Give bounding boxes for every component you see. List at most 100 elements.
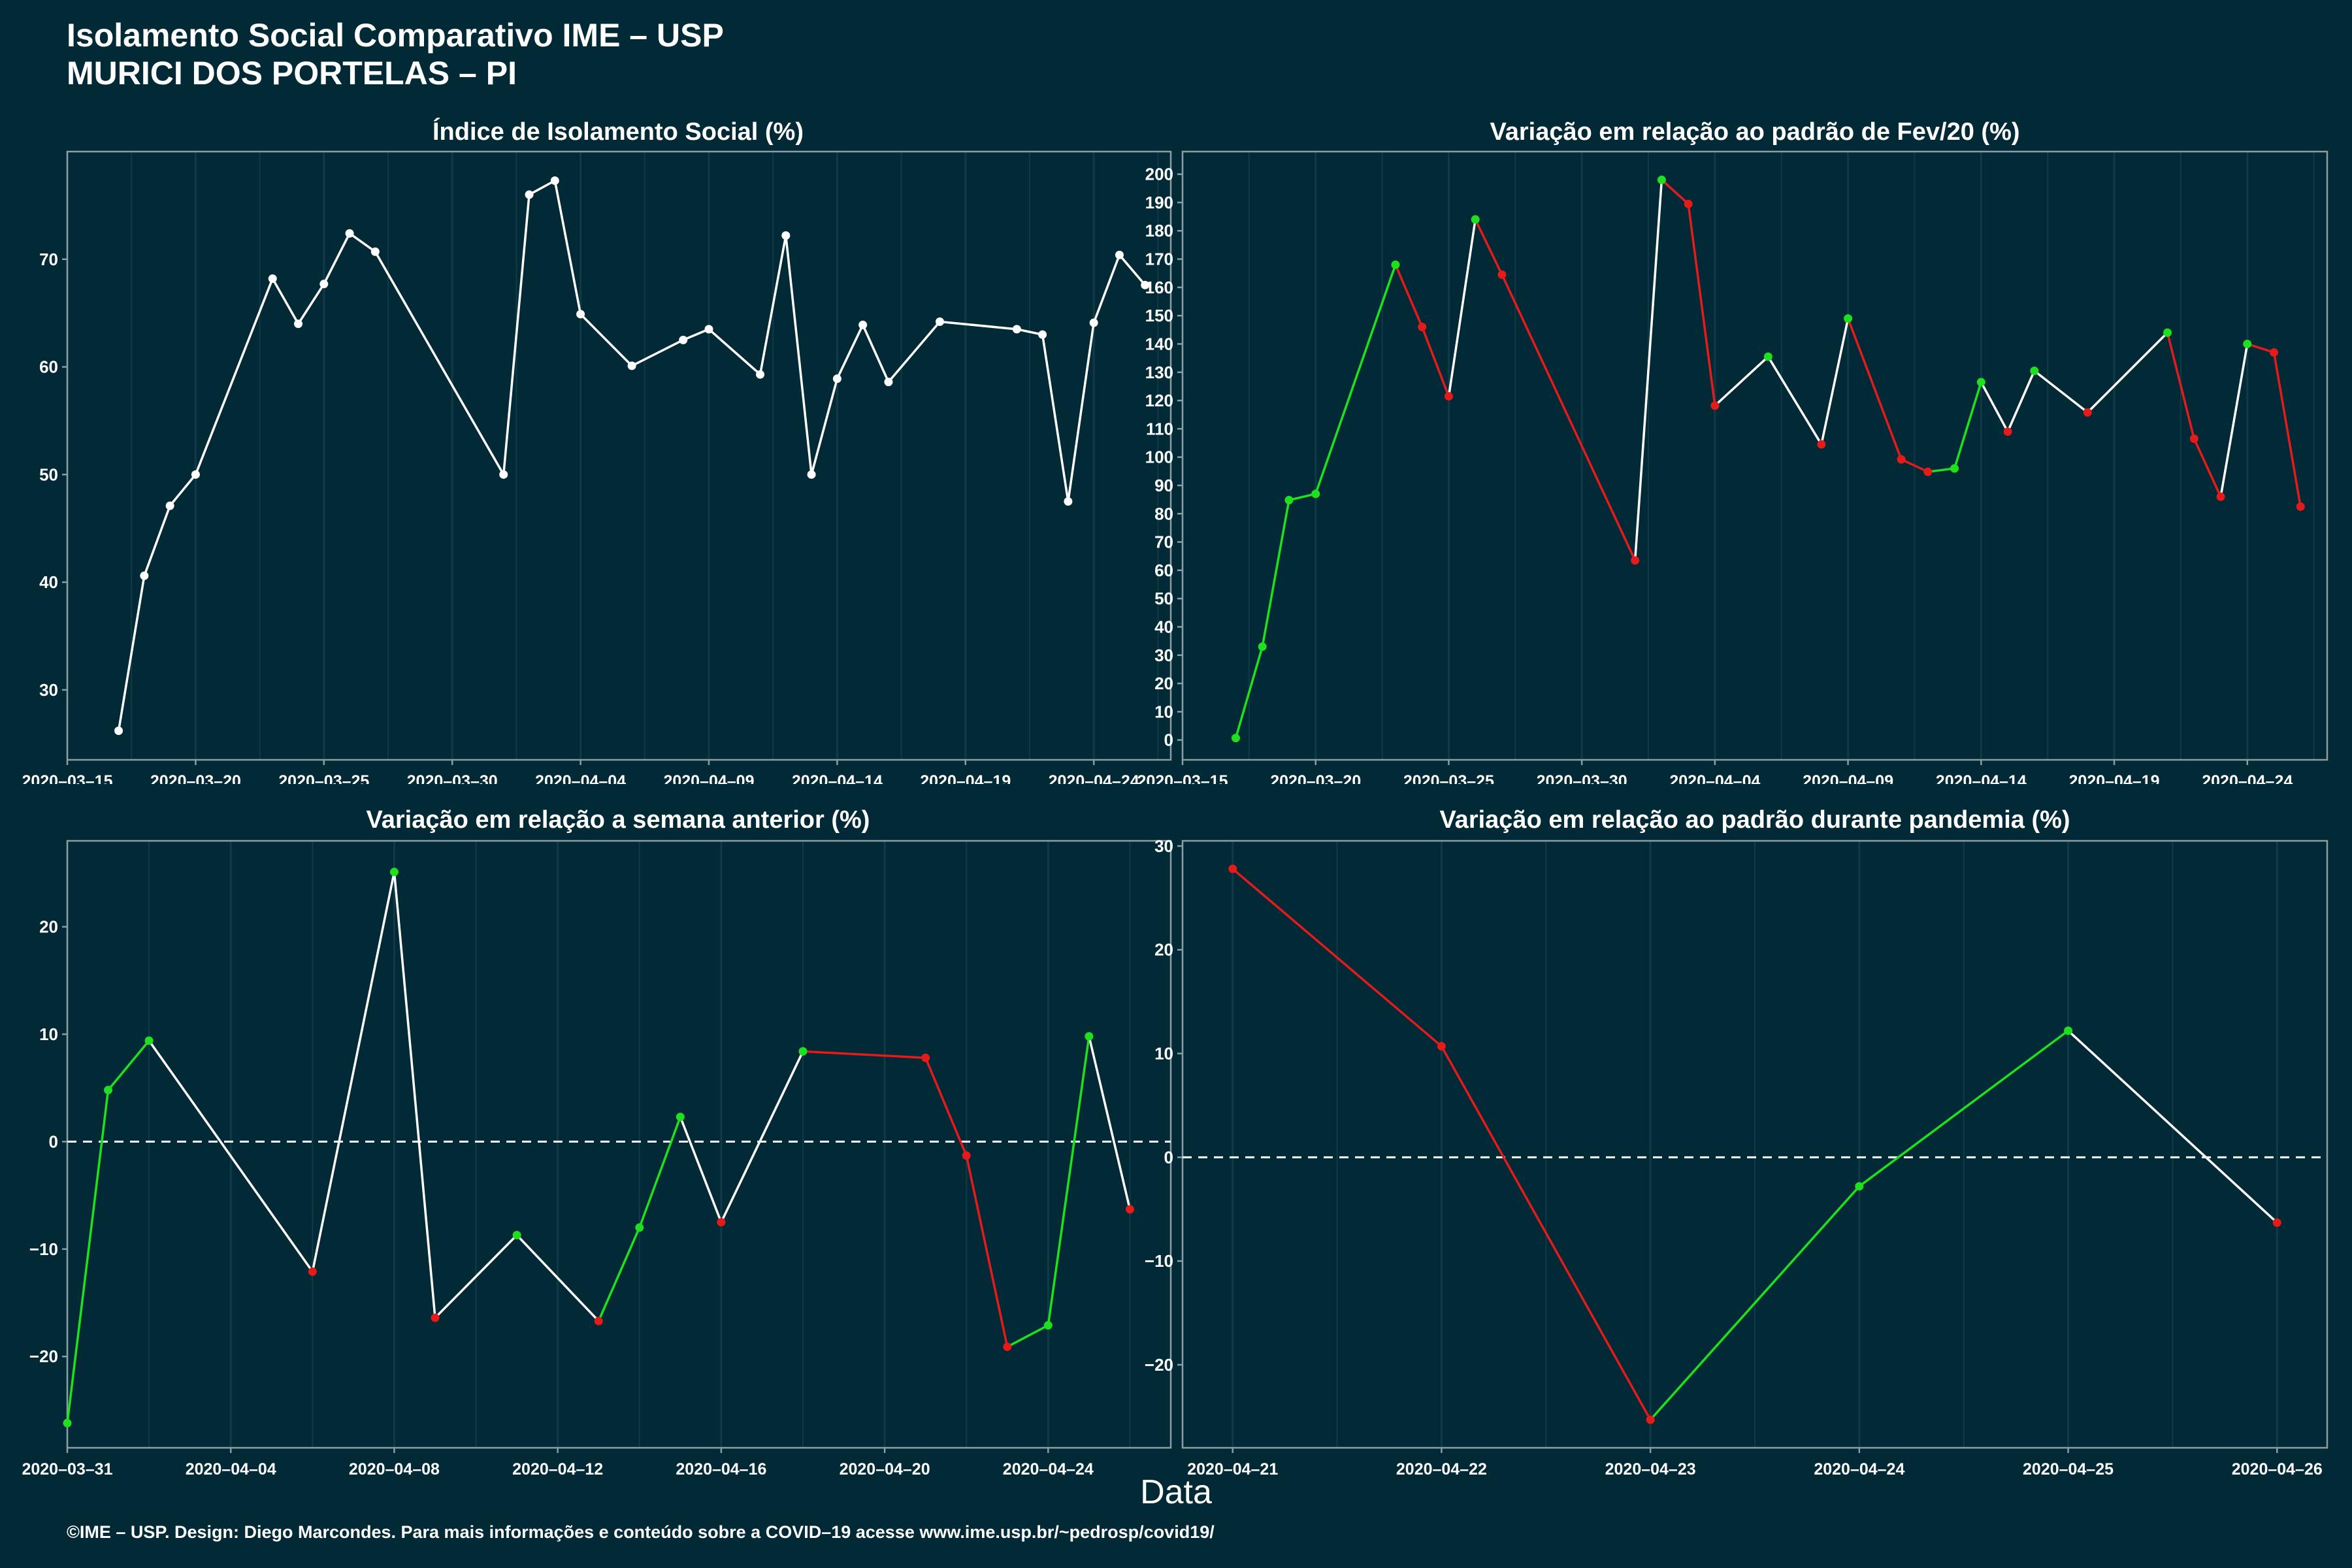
series-segment — [528, 179, 557, 196]
data-point — [345, 229, 354, 238]
data-point — [2030, 367, 2039, 376]
y-tick-label: 10 — [39, 1024, 58, 1044]
data-point — [1258, 642, 1267, 651]
data-point — [781, 231, 791, 240]
data-point — [165, 501, 174, 510]
data-point — [1391, 260, 1400, 269]
series-segment — [1006, 1324, 1050, 1348]
data-point — [962, 1151, 971, 1160]
x-tick-label: 2020–03–25 — [1403, 772, 1494, 784]
y-tick-label: −10 — [1145, 1251, 1173, 1271]
x-tick-label: 2020–04–09 — [1803, 772, 1893, 784]
series-segment — [1092, 253, 1121, 324]
series-segment — [1767, 355, 1823, 446]
data-point — [268, 274, 277, 283]
series-segment — [965, 1154, 1009, 1348]
series-segment — [1501, 273, 1637, 562]
x-tick-label: 2020–03–20 — [1270, 772, 1361, 784]
series-segment — [1900, 458, 1929, 473]
x-tick-label: 2020–04–26 — [2232, 1460, 2323, 1478]
y-tick-label: 90 — [1154, 476, 1173, 495]
x-tick-label: 2020–04–04 — [1669, 772, 1760, 784]
y-tick-label: 120 — [1145, 391, 1173, 410]
y-tick-label: 30 — [1154, 645, 1173, 665]
series-segment — [374, 250, 505, 476]
data-point — [294, 319, 303, 329]
series-segment — [393, 870, 436, 1319]
series-segment — [1820, 317, 1850, 446]
y-tick-label: 40 — [39, 572, 58, 592]
x-tick-label: 2020–04–12 — [512, 1460, 603, 1478]
y-tick-label: 70 — [1154, 532, 1173, 552]
x-tick-label: 2020–04–22 — [1396, 1460, 1487, 1478]
y-tick-label: 130 — [1145, 363, 1173, 382]
series-segment — [515, 1233, 600, 1322]
y-tick-label: 20 — [1154, 940, 1173, 960]
y-tick-label: 180 — [1145, 221, 1173, 240]
data-point — [319, 280, 329, 289]
y-tick-label: 110 — [1146, 419, 1173, 438]
series-segment — [271, 277, 300, 325]
data-point — [1437, 1041, 1446, 1051]
x-tick-label: 2020–04–14 — [1936, 772, 2027, 784]
y-tick-label: 70 — [39, 250, 58, 269]
series-segment — [679, 1115, 723, 1224]
data-point — [1125, 1205, 1134, 1214]
y-tick-label: 20 — [39, 917, 58, 937]
series-segment — [148, 1039, 314, 1273]
data-point — [1710, 401, 1720, 410]
series-segment — [323, 232, 351, 286]
series-segment — [802, 1050, 927, 1059]
series-segment — [2272, 351, 2302, 508]
data-point — [1228, 864, 1237, 874]
data-point — [635, 1223, 644, 1232]
series-segment — [579, 313, 633, 367]
y-tick-label: 160 — [1145, 278, 1173, 297]
data-point — [1043, 1321, 1053, 1330]
series-segment — [861, 323, 890, 384]
data-point — [308, 1267, 317, 1276]
series-segment — [434, 1233, 518, 1319]
x-tick-label: 2020–04–21 — [1187, 1460, 1278, 1478]
data-point — [1418, 322, 1427, 331]
x-tick-label: 2020–04–19 — [920, 772, 1011, 784]
x-tick-label: 2020–04–04 — [535, 772, 626, 784]
x-tick-label: 2020–04–16 — [676, 1460, 766, 1478]
data-point — [389, 868, 399, 877]
x-tick-label: 2020–04–24 — [1003, 1460, 1094, 1478]
series-segment — [194, 277, 274, 476]
x-tick-label: 2020–03–25 — [278, 772, 369, 784]
series-segment — [1231, 868, 1443, 1048]
x-tick-label: 2020–04–09 — [663, 772, 754, 784]
series-segment — [2086, 331, 2169, 414]
series-segment — [1067, 321, 1095, 503]
series-segment — [66, 1088, 110, 1424]
series-segment — [785, 234, 813, 476]
series-segment — [2246, 342, 2276, 354]
data-point — [1950, 464, 1959, 473]
data-point — [921, 1053, 930, 1062]
data-point — [1763, 352, 1772, 361]
series-segment — [143, 504, 171, 577]
data-point — [1631, 556, 1640, 565]
series-segment — [759, 234, 787, 376]
chart-svg: 30 40 50 60 70 2020–03–15 2020–03–20 2020–03–25… — [22, 150, 1172, 784]
data-point — [679, 335, 688, 344]
data-point — [1976, 378, 1985, 387]
data-point — [1115, 250, 1124, 259]
data-point — [1284, 495, 1294, 504]
series-segment — [553, 179, 582, 316]
y-tick-label: 0 — [1164, 730, 1173, 750]
series-segment — [1118, 253, 1147, 287]
series-segment — [1234, 645, 1264, 740]
series-segment — [1687, 203, 1716, 407]
data-point — [2003, 427, 2012, 436]
data-point — [1817, 440, 1826, 449]
data-point — [1038, 330, 1047, 339]
series-segment — [1088, 1035, 1132, 1211]
series-segment — [2166, 331, 2196, 440]
plot-frame — [66, 150, 1172, 761]
series-segment — [638, 1115, 682, 1229]
x-tick-label: 2020–04–19 — [2069, 772, 2160, 784]
